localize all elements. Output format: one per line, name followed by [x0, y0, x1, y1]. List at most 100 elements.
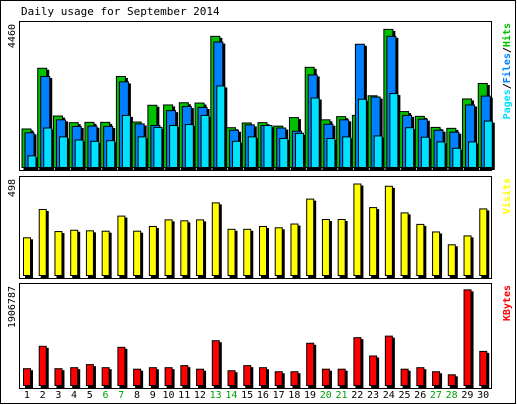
x-tick-label-24: 24	[383, 390, 395, 401]
bar-visits-13	[211, 202, 220, 276]
bar-pages-26	[420, 136, 430, 169]
bar-kbytes-1	[23, 368, 31, 387]
bar-kbytes-14	[227, 370, 236, 386]
x-tick-label-23: 23	[367, 390, 379, 401]
bar-visits-18	[290, 223, 299, 277]
bar-visits-24	[384, 185, 393, 276]
legend-entry-files: Files	[501, 53, 513, 83]
bar-kbytes-22	[353, 337, 362, 386]
legend-entry-pages: Pages	[502, 89, 513, 119]
ymax-label-kbytes: 1906787	[7, 286, 18, 328]
bar-kbytes-16	[259, 367, 267, 387]
x-tick-label-19: 19	[304, 390, 316, 401]
x-tick-label-21: 21	[336, 390, 348, 401]
x-tick-label-17: 17	[273, 390, 285, 401]
x-tick-label-9: 9	[150, 390, 156, 401]
bar-visits-2	[38, 208, 47, 277]
bar-visits-16	[259, 225, 267, 276]
bar-kbytes-18	[290, 371, 299, 387]
bar-pages-6	[106, 140, 116, 168]
bar-kbytes-29	[463, 289, 472, 387]
bar-pages-5	[90, 140, 100, 169]
bar-kbytes-24	[384, 335, 393, 386]
x-tick-label-27: 27	[430, 390, 442, 401]
bar-visits-11	[180, 220, 189, 277]
bar-kbytes-9	[148, 367, 157, 387]
bar-pages-12	[200, 114, 210, 168]
bar-visits-30	[479, 208, 488, 276]
x-tick-label-14: 14	[225, 390, 237, 401]
legend-visits: Visits	[501, 178, 513, 214]
bar-pages-23	[373, 135, 383, 169]
chart-title: Daily usage for September 2014	[21, 5, 220, 18]
x-tick-label-8: 8	[134, 390, 140, 401]
bar-pages-29	[468, 141, 478, 168]
x-tick-label-28: 28	[446, 390, 458, 401]
ymax-label-visits: 498	[7, 179, 18, 197]
x-tick-label-26: 26	[414, 390, 426, 401]
bar-visits-26	[416, 223, 425, 276]
x-tick-label-2: 2	[40, 390, 46, 401]
bar-visits-10	[164, 219, 173, 276]
bar-visits-15	[243, 228, 252, 277]
bar-visits-14	[227, 228, 236, 277]
bar-kbytes-7	[117, 346, 126, 387]
bar-pages-11	[184, 124, 194, 168]
bar-kbytes-28	[447, 374, 456, 386]
bar-kbytes-27	[432, 371, 441, 387]
legend-entry-sep1: /	[502, 83, 513, 89]
x-tick-label-18: 18	[288, 390, 300, 401]
bar-pages-14	[232, 140, 242, 169]
bar-pages-19	[310, 97, 320, 168]
bar-pages-3	[58, 136, 68, 168]
x-tick-label-15: 15	[241, 390, 253, 401]
bar-pages-25	[405, 127, 415, 169]
bar-visits-17	[274, 227, 283, 277]
bar-kbytes-19	[306, 342, 315, 387]
x-tick-label-29: 29	[461, 390, 473, 401]
bar-kbytes-21	[337, 368, 346, 386]
x-tick-label-7: 7	[118, 390, 124, 401]
bar-kbytes-20	[321, 368, 330, 386]
bar-pages-18	[294, 132, 304, 168]
bar-kbytes-10	[164, 367, 173, 387]
bar-kbytes-2	[38, 345, 47, 387]
ymax-label-hits-files-pages: 4460	[7, 24, 18, 48]
bar-visits-3	[54, 231, 63, 277]
x-tick-label-13: 13	[210, 390, 222, 401]
bar-kbytes-15	[243, 365, 252, 386]
bar-kbytes-6	[101, 367, 110, 387]
bar-visits-4	[70, 229, 79, 276]
bar-pages-1	[27, 155, 37, 169]
x-tick-label-22: 22	[351, 390, 363, 401]
bar-kbytes-4	[70, 367, 79, 387]
bar-kbytes-23	[369, 355, 378, 386]
bar-kbytes-5	[85, 364, 94, 387]
panel-frame-kbytes	[19, 283, 492, 389]
bar-pages-22	[357, 98, 367, 168]
x-tick-label-4: 4	[71, 390, 77, 401]
bar-pages-15	[247, 136, 257, 168]
x-tick-label-25: 25	[398, 390, 410, 401]
x-tick-label-30: 30	[477, 390, 489, 401]
x-tick-label-11: 11	[178, 390, 190, 401]
bar-visits-5	[85, 230, 94, 277]
bar-pages-10	[169, 125, 179, 168]
bar-visits-9	[148, 225, 157, 276]
bar-pages-24	[389, 93, 399, 168]
legend-entry-sep2: /	[502, 47, 513, 53]
bar-pages-20	[326, 137, 336, 169]
bar-pages-28	[452, 147, 462, 168]
bar-pages-9	[153, 126, 163, 168]
legend-entry-hits: Hits	[501, 23, 513, 47]
bar-pages-7	[121, 114, 131, 168]
bar-pages-27	[436, 141, 446, 168]
legend-entry-kbytes: KBytes	[502, 285, 513, 321]
legend-kbytes: KBytes	[502, 285, 513, 321]
bar-kbytes-25	[400, 368, 409, 386]
bar-visits-22	[353, 183, 362, 276]
bar-kbytes-30	[479, 350, 488, 387]
